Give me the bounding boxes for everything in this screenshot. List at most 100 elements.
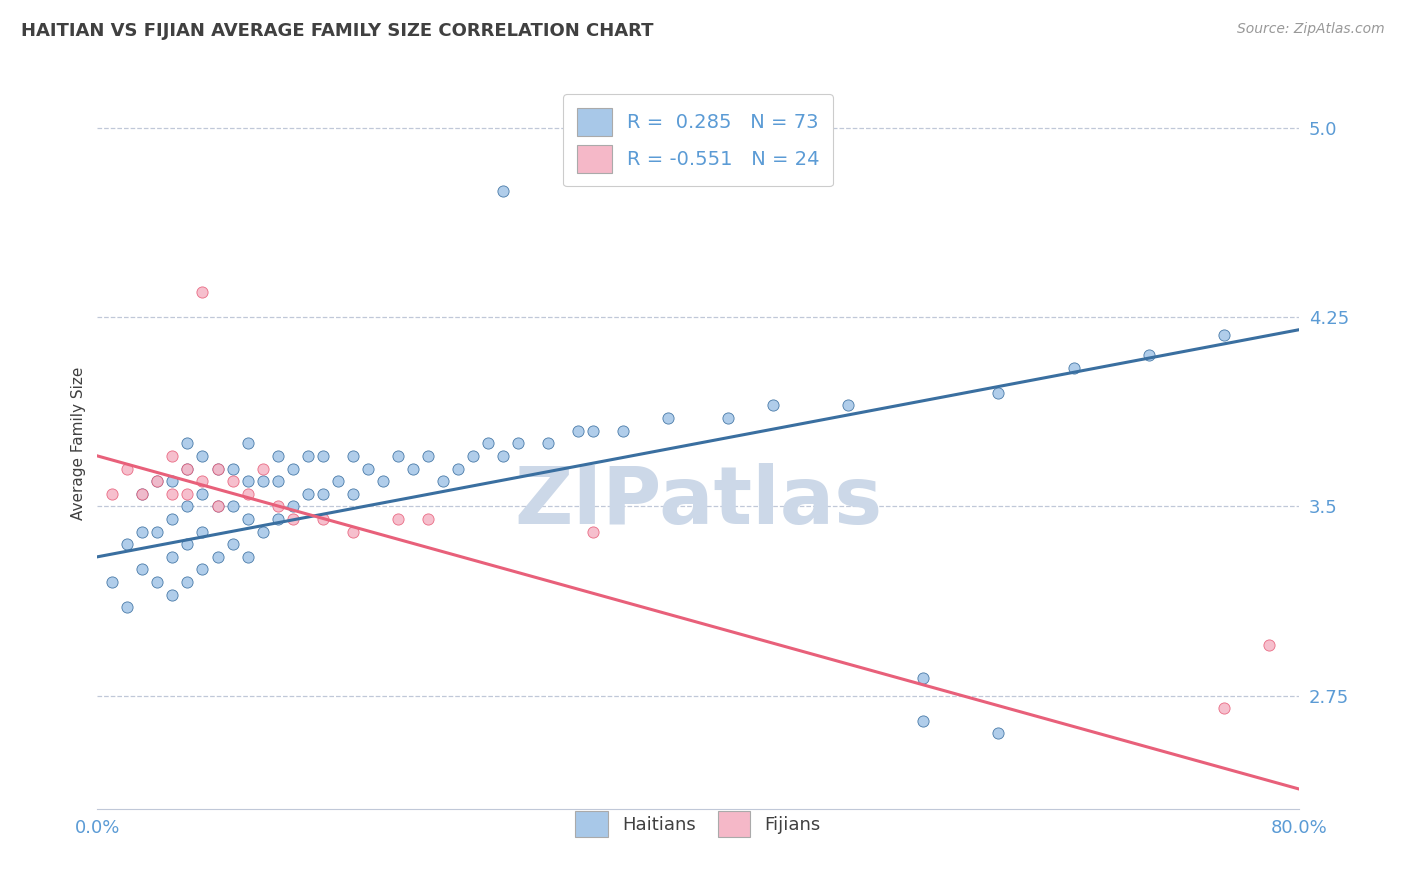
Point [221,500,243,514]
Point [131,524,153,539]
Point [266,474,288,488]
Point [101,487,124,501]
Text: ZIPatlas: ZIPatlas [515,463,882,541]
Point [221,474,243,488]
Point [357,461,380,475]
Point [131,562,153,576]
Point [162,588,184,602]
Point [402,461,425,475]
Point [207,461,229,475]
Point [117,600,139,615]
Point [101,575,124,590]
Point [146,474,169,488]
Point [987,385,1010,400]
Point [717,411,740,425]
Point [162,512,184,526]
Point [191,487,214,501]
Point [342,487,364,501]
Point [207,500,229,514]
Point [131,487,153,501]
Point [582,524,605,539]
Point [191,474,214,488]
Point [221,461,243,475]
Point [176,461,198,475]
Point [146,575,169,590]
Point [912,714,935,728]
Point [236,487,259,501]
Point [266,449,288,463]
Point [1137,348,1160,362]
Point [416,512,439,526]
Point [236,436,259,450]
Point [1063,360,1085,375]
Point [117,461,139,475]
Point [266,500,288,514]
Point [297,449,319,463]
Text: Source: ZipAtlas.com: Source: ZipAtlas.com [1237,22,1385,37]
Point [387,512,409,526]
Point [492,184,515,198]
Point [221,537,243,551]
Point [506,436,529,450]
Point [582,424,605,438]
Point [987,726,1010,740]
Point [176,500,198,514]
Point [176,537,198,551]
Point [492,449,515,463]
Point [191,524,214,539]
Point [236,549,259,564]
Point [162,549,184,564]
Point [162,474,184,488]
Point [176,461,198,475]
Legend: Haitians, Fijians: Haitians, Fijians [568,804,828,844]
Point [461,449,484,463]
Point [1212,327,1234,342]
Point [567,424,589,438]
Point [252,524,274,539]
Point [1257,638,1279,652]
Point [912,671,935,685]
Point [236,512,259,526]
Y-axis label: Average Family Size: Average Family Size [72,367,86,520]
Point [176,575,198,590]
Point [1212,701,1234,715]
Point [311,487,333,501]
Point [447,461,470,475]
Point [311,512,333,526]
Point [191,449,214,463]
Point [311,449,333,463]
Point [162,487,184,501]
Point [477,436,499,450]
Point [191,285,214,299]
Point [297,487,319,501]
Point [207,461,229,475]
Point [146,524,169,539]
Point [146,474,169,488]
Point [252,474,274,488]
Point [537,436,560,450]
Point [281,500,304,514]
Point [762,399,785,413]
Point [281,512,304,526]
Point [207,549,229,564]
Point [281,461,304,475]
Point [326,474,349,488]
Point [207,500,229,514]
Text: HAITIAN VS FIJIAN AVERAGE FAMILY SIZE CORRELATION CHART: HAITIAN VS FIJIAN AVERAGE FAMILY SIZE CO… [21,22,654,40]
Point [612,424,634,438]
Point [837,399,859,413]
Point [162,449,184,463]
Point [252,461,274,475]
Point [176,487,198,501]
Point [387,449,409,463]
Point [131,487,153,501]
Point [117,537,139,551]
Point [432,474,454,488]
Point [416,449,439,463]
Point [236,474,259,488]
Point [176,436,198,450]
Point [191,562,214,576]
Point [342,449,364,463]
Point [266,512,288,526]
Point [342,524,364,539]
